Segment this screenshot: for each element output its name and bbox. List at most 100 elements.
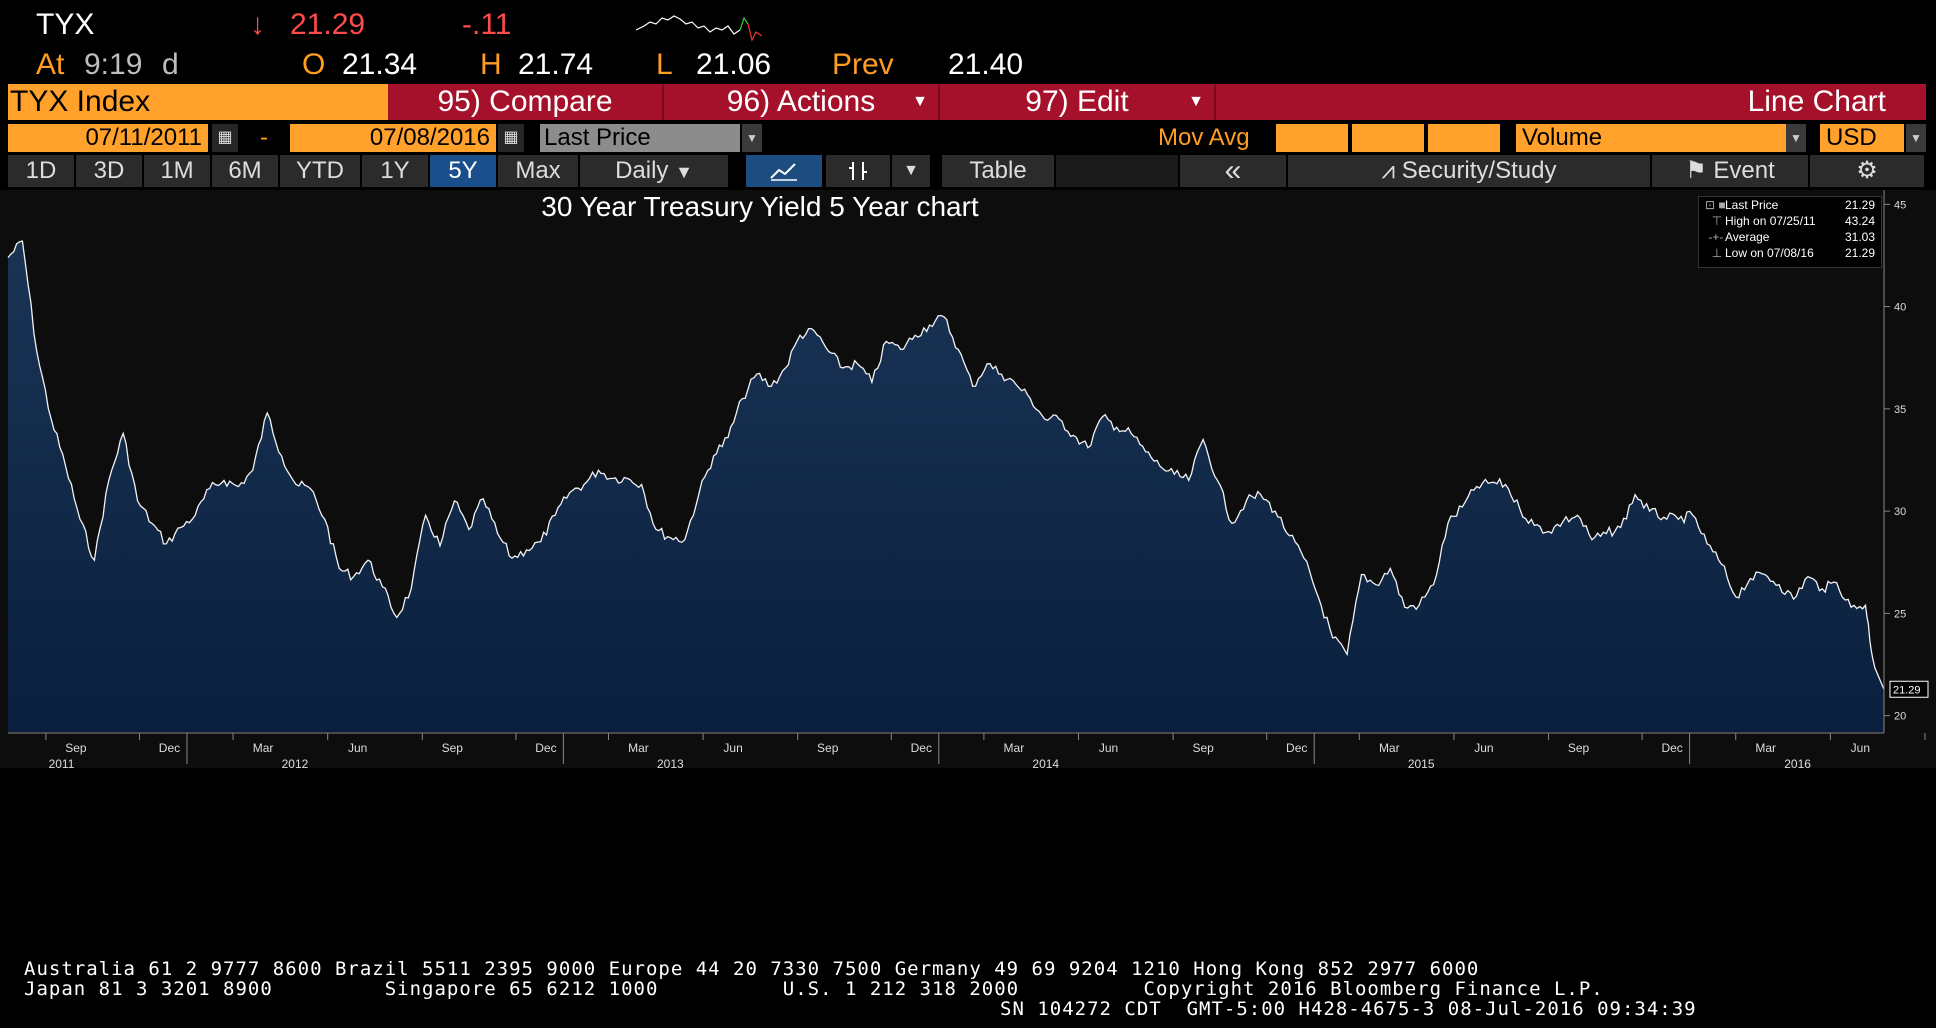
volume-select[interactable]: Volume	[1516, 124, 1786, 152]
legend-last: ⊡ ■ Last Price 21.29	[1699, 197, 1881, 213]
date-dash: -	[260, 124, 268, 151]
yield-line	[7, 240, 1885, 690]
mov-avg-label: Mov Avg	[1158, 124, 1250, 151]
prev-label: Prev	[832, 48, 894, 81]
line-chart-icon[interactable]	[746, 155, 824, 187]
year-label: 2016	[1784, 757, 1811, 768]
price-field-select[interactable]: Last Price	[540, 124, 740, 152]
actions-label: 96) Actions	[726, 85, 876, 118]
legend-low-icon: ⊥	[1705, 246, 1723, 260]
open-value: 21.34	[342, 48, 418, 81]
mov-avg-field-2[interactable]	[1352, 124, 1424, 152]
last-value-label: 21.29	[1893, 684, 1921, 696]
period-1y[interactable]: 1Y	[362, 155, 430, 187]
x-tick-label: Jun	[1851, 741, 1870, 755]
legend-low-label: Low on 07/08/16	[1725, 246, 1814, 260]
gear-icon[interactable]: ⚙	[1810, 155, 1926, 187]
chart-legend[interactable]: ⊡ ■ Last Price 21.29 ⊤ High on 07/25/11 43.2…	[1698, 196, 1882, 268]
start-date-field[interactable]: 07/11/2011	[8, 124, 208, 152]
period-1d[interactable]: 1D	[8, 155, 76, 187]
mov-avg-field-1[interactable]	[1276, 124, 1348, 152]
sparkline-icon	[636, 15, 763, 42]
mov-avg-field-3[interactable]	[1428, 124, 1500, 152]
security-study-button[interactable]: ⩘ Security/Study	[1288, 155, 1652, 187]
chart-title: 30 Year Treasury Yield 5 Year chart	[541, 191, 979, 222]
footer-contacts-line2: Japan 81 3 3201 8900 Singapore 65 6212 1…	[24, 978, 1604, 1000]
high-label: H	[480, 48, 502, 81]
bar-chart-icon[interactable]	[826, 155, 892, 187]
compare-button[interactable]: 95) Compare	[388, 84, 664, 120]
calendar-icon[interactable]: ▦	[212, 124, 238, 152]
event-button[interactable]: ⚑ Event	[1652, 155, 1810, 187]
year-label: 2015	[1408, 757, 1435, 768]
end-date-field[interactable]: 07/08/2016	[290, 124, 496, 152]
chevron-down-icon[interactable]: ▼	[1786, 124, 1806, 152]
yield-chart[interactable]: 20 25 30 35 40 45 21.29 Sep Dec Mar Jun Sep Dec Mar Ju…	[0, 190, 1936, 768]
x-tick-label: Dec	[1661, 741, 1682, 755]
legend-last-label: Last Price	[1725, 198, 1779, 212]
last-value-tag	[1889, 680, 1929, 698]
security-study-label: Security/Study	[1401, 157, 1557, 184]
event-label: Event	[1713, 157, 1775, 184]
security-field[interactable]: TYX Index	[8, 84, 388, 120]
x-tick-label: Jun	[723, 741, 742, 755]
y-tick-label: 20	[1894, 711, 1906, 723]
y-tick-label: 25	[1894, 608, 1906, 620]
chevron-down-icon[interactable]: ▼	[1906, 124, 1926, 152]
period-bar: 1D 3D 1M 6M YTD 1Y 5Y Max Daily ▼ ▼ Tabl…	[8, 155, 1926, 187]
frequency-select[interactable]: Daily ▼	[580, 155, 730, 187]
x-tick-label: Mar	[1755, 741, 1776, 755]
actions-menu[interactable]: 96) Actions ▼	[664, 84, 940, 120]
calendar-icon[interactable]: ▦	[498, 124, 524, 152]
x-tick-label: Sep	[1192, 741, 1214, 755]
low-label: L	[656, 48, 673, 81]
year-label: 2014	[1032, 757, 1059, 768]
chevron-down-icon: ▼	[912, 93, 928, 110]
table-button[interactable]: Table	[942, 155, 1056, 187]
legend-average: -+- Average 31.03	[1699, 229, 1881, 245]
legend-high-icon: ⊤	[1705, 214, 1723, 228]
ticker-symbol: TYX	[36, 8, 95, 41]
currency-select[interactable]: USD	[1820, 124, 1904, 152]
toolbar-spacer	[1056, 155, 1180, 187]
footer-session-line: SN 104272 CDT GMT-5:00 H428-4675-3 08-Ju…	[1000, 998, 1697, 1020]
chevron-down-icon[interactable]: ▼	[742, 124, 762, 152]
chevron-down-icon[interactable]: ▼	[892, 155, 932, 187]
legend-square-icon: ⊡ ■	[1705, 198, 1726, 212]
y-tick-label: 40	[1894, 302, 1906, 314]
edit-label: 97) Edit	[1025, 85, 1129, 118]
period-3d[interactable]: 3D	[76, 155, 144, 187]
period-5y[interactable]: 5Y	[430, 155, 498, 187]
legend-high-label: High on 07/25/11	[1725, 214, 1816, 228]
x-tick-label: Dec	[1286, 741, 1307, 755]
prev-value: 21.40	[948, 48, 1024, 81]
chevron-down-icon: ▼	[675, 162, 693, 182]
footer-contacts-line1: Australia 61 2 9777 8600 Brazil 5511 239…	[24, 958, 1480, 980]
year-label: 2013	[657, 757, 684, 768]
x-tick-label: Dec	[535, 741, 556, 755]
edit-menu[interactable]: 97) Edit ▼	[940, 84, 1216, 120]
period-max[interactable]: Max	[498, 155, 580, 187]
x-tick-label: Mar	[628, 741, 649, 755]
x-tick-label: Mar	[1004, 741, 1025, 755]
quote-time: 9:19	[84, 48, 143, 81]
y-tick-label: 30	[1894, 506, 1906, 518]
collapse-icon[interactable]: «	[1180, 155, 1288, 187]
compare-label: 95) Compare	[437, 85, 613, 118]
legend-high: ⊤ High on 07/25/11 43.24	[1699, 213, 1881, 229]
y-tick-label: 35	[1894, 404, 1906, 416]
legend-high-value: 43.24	[1844, 214, 1875, 228]
x-tick-label: Jun	[348, 741, 367, 755]
time-suffix: d	[162, 48, 179, 81]
chevron-down-icon: ▼	[1188, 93, 1204, 110]
at-label: At	[36, 48, 65, 81]
period-ytd[interactable]: YTD	[280, 155, 362, 187]
period-6m[interactable]: 6M	[212, 155, 280, 187]
high-value: 21.74	[518, 48, 594, 81]
x-tick-label: Jun	[1099, 741, 1118, 755]
net-change: -.11	[462, 8, 512, 41]
legend-average-label: Average	[1725, 230, 1770, 244]
legend-average-icon: -+-	[1705, 230, 1724, 244]
period-1m[interactable]: 1M	[144, 155, 212, 187]
open-label: O	[302, 48, 326, 81]
